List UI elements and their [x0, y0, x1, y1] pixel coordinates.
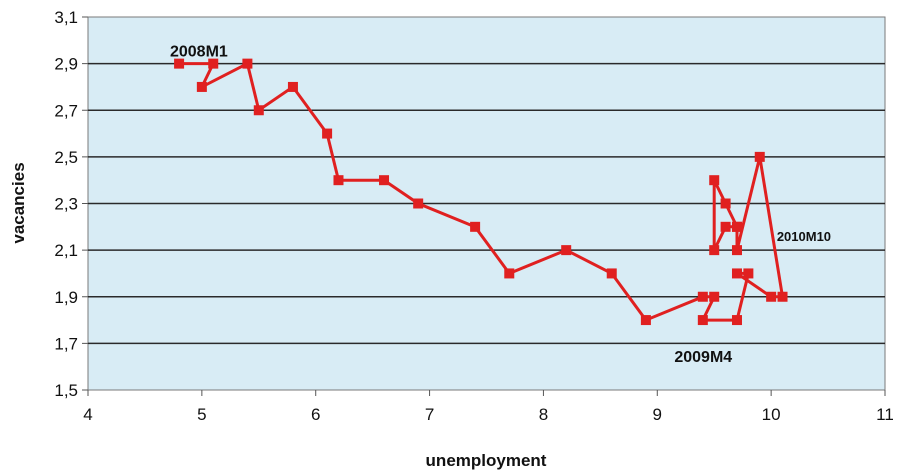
data-point	[333, 175, 344, 186]
x-tick-label: 5	[197, 405, 206, 424]
data-point	[504, 268, 515, 279]
data-point	[561, 245, 572, 256]
x-axis-title: unemployment	[426, 451, 547, 470]
gridlines	[82, 16, 886, 396]
data-point	[731, 315, 742, 326]
data-point	[470, 221, 481, 232]
y-tick-label: 2,9	[54, 55, 78, 74]
annotation-label: 2008M1	[170, 44, 228, 61]
data-point	[777, 291, 788, 302]
y-tick-label: 2,3	[54, 195, 78, 214]
data-point	[208, 58, 219, 69]
y-tick-label: 2,1	[54, 241, 78, 260]
data-point	[731, 221, 742, 232]
data-point	[606, 268, 617, 279]
data-point	[720, 198, 731, 209]
data-point	[379, 175, 390, 186]
data-point	[287, 81, 298, 92]
data-point	[766, 291, 777, 302]
annotations: 2008M1 2009M4 2010M10	[170, 44, 831, 366]
data-point	[709, 291, 720, 302]
x-tick-label: 9	[653, 405, 662, 424]
y-axis-tick-labels: 1,5 1,7 1,9 2,1 2,3 2,5 2,7 2,9 3,1	[54, 8, 78, 400]
y-tick-label: 1,9	[54, 288, 78, 307]
data-point	[174, 58, 185, 69]
x-tick-label: 10	[762, 405, 781, 424]
y-tick-label: 1,5	[54, 381, 78, 400]
x-tick-label: 8	[539, 405, 548, 424]
x-tick-label: 6	[311, 405, 320, 424]
series-markers	[174, 58, 788, 326]
x-axis-tick-labels: 4 5 6 7 8 9 10 11	[83, 405, 894, 424]
data-point	[640, 315, 651, 326]
data-point	[697, 291, 708, 302]
y-tick-label: 3,1	[54, 8, 78, 27]
x-tick-label: 7	[425, 405, 434, 424]
data-point	[720, 221, 731, 232]
data-point	[196, 81, 207, 92]
y-axis-title: vacancies	[9, 162, 28, 243]
data-point	[253, 105, 264, 116]
annotation-label: 2009M4	[674, 349, 732, 366]
data-point	[754, 151, 765, 162]
data-point	[697, 315, 708, 326]
y-tick-label: 1,7	[54, 334, 78, 353]
data-point	[413, 198, 424, 209]
annotation-label: 2010M10	[777, 229, 831, 244]
data-point	[322, 128, 333, 139]
data-point	[709, 175, 720, 186]
x-tick-label: 11	[876, 405, 894, 424]
data-point	[731, 245, 742, 256]
y-tick-label: 2,5	[54, 148, 78, 167]
data-point	[731, 268, 742, 279]
data-point	[743, 268, 754, 279]
x-tick-label: 4	[83, 405, 92, 424]
data-point	[709, 245, 720, 256]
y-tick-label: 2,7	[54, 101, 78, 120]
data-point	[242, 58, 253, 69]
